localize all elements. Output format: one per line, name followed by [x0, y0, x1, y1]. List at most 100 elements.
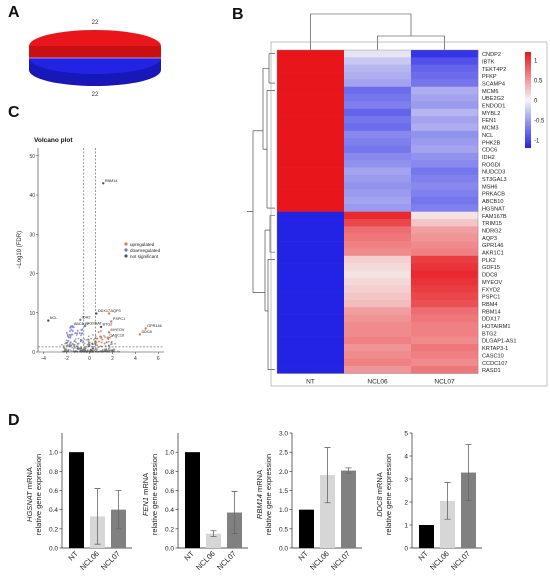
bar-chart-1-errorbar-2: [231, 491, 238, 535]
heatmap-cell-15-2: [411, 160, 479, 168]
heatmap-cell-1-0: [277, 57, 345, 65]
heatmap-row-label-39: DLGAP1-AS1: [482, 339, 517, 345]
bar-chart-0-category-1: NCL06: [78, 549, 101, 572]
volcano-labeled-point-1: [47, 319, 50, 322]
volcano-point-down: [67, 336, 70, 339]
volcano-point: [111, 350, 114, 353]
heatmap-cell-37-2: [411, 321, 479, 330]
volcano-point-label-4: DDX17: [98, 309, 110, 313]
volcano-point: [105, 348, 108, 351]
volcano-point: [93, 349, 96, 351]
heatmap-cell-26-2: [411, 241, 479, 249]
heatmap-row-label-16: NUDCD3: [482, 170, 505, 176]
heatmap-cell-14-0: [277, 152, 345, 161]
heatmap-cell-28-2: [411, 255, 479, 264]
volcano-point: [65, 339, 68, 342]
volcano-legend-marker-1: [124, 248, 128, 252]
bar-chart-0-ylabel-rest: mRNA: [25, 467, 34, 491]
heatmap-row-label-14: IDH2: [482, 155, 495, 161]
heatmap-cell-2-2: [411, 64, 479, 73]
bar-chart-2-ytick-label-0: 0.0: [279, 546, 288, 553]
bar-chart-3-ytick-label-4: 4: [404, 454, 408, 461]
bar-chart-3-errorbar-2: [465, 444, 472, 502]
heatmap-row-label-40: KRTAP3-1: [482, 346, 508, 352]
heatmap-cell-33-1: [344, 292, 412, 301]
panel-letter-c: C: [8, 104, 20, 121]
heatmap-row-label-41: CASC10: [482, 353, 504, 359]
bar-chart-0-ytick-label-3: 0.6: [49, 488, 58, 495]
volcano-point-label-6: IDH2: [82, 315, 91, 319]
heatmap-row-label-36: DDX17: [482, 317, 500, 323]
volcano-point-down: [78, 331, 81, 334]
volcano-point: [91, 342, 94, 345]
heatmap-row-label-27: AKR1C1: [482, 251, 504, 257]
volcano-point: [104, 345, 107, 347]
bar-chart-0-ylabel2: relative gene expression: [34, 454, 43, 535]
heatmap-row-label-2: TEKT4P2: [482, 67, 506, 73]
volcano-point-label-3: DDC8: [141, 330, 151, 334]
volcano-labeled-point-11: [107, 331, 111, 334]
heatmap-cell-26-1: [344, 241, 412, 249]
volcano-point: [97, 346, 100, 348]
heatmap-cell-3-1: [344, 72, 412, 80]
volcano-point-down: [77, 342, 80, 345]
volcano-point: [79, 334, 82, 337]
volcano-point: [111, 335, 114, 337]
heatmap-cell-25-1: [344, 233, 412, 242]
volcano-point: [96, 347, 98, 350]
col-dendrogram-outer: [310, 13, 412, 50]
bar-chart-2-ytick-label-2: 1.0: [279, 507, 288, 514]
bar-chart-2-ytick-label-6: 3.0: [279, 431, 288, 438]
bar-chart-1-bar-0: [185, 452, 200, 548]
volcano-point: [83, 342, 86, 345]
volcano-labeled-point-7: [110, 320, 113, 323]
volcano-legend-label-2: not significant: [130, 254, 159, 259]
heatmap-row-label-19: PRKACB: [482, 192, 505, 198]
bar-chart-1-ytick-label-2: 0.4: [165, 507, 174, 514]
heatmap-cell-4-2: [411, 79, 479, 88]
volcano-point: [93, 340, 96, 343]
volcano-point: [103, 348, 106, 351]
volcano-point: [108, 350, 111, 353]
heatmap-cell-22-1: [344, 211, 412, 220]
volcano-point: [74, 346, 76, 349]
volcano-point-label-9: HGSNAT: [86, 322, 102, 326]
heatmap-cell-32-0: [277, 285, 345, 293]
volcano-point: [90, 350, 93, 353]
heatmap-cell-18-1: [344, 182, 412, 190]
volcano-title: Volcano plot: [34, 137, 73, 144]
heatmap-row-label-8: MYBL2: [482, 111, 500, 117]
pie-slice-up-side: [29, 46, 161, 58]
heatmap-cell-36-1: [344, 314, 412, 323]
bar-chart-0-ytick-label-2: 0.4: [49, 507, 58, 514]
bar-chart-2-bar-2: [341, 470, 356, 548]
volcano-point-down: [80, 332, 83, 335]
heatmap-row-label-20: ABCB10: [482, 199, 503, 205]
heatmap-cell-28-0: [277, 255, 345, 264]
heatmap-cell-35-1: [344, 307, 412, 315]
heatmap-cell-16-2: [411, 167, 479, 176]
bar-chart-1-ylabel-gene: FEN1: [141, 497, 150, 516]
bar-chart-2-errorbar-2: [345, 467, 352, 474]
heatmap-row-label-33: PSPC1: [482, 295, 500, 301]
heatmap-cell-43-1: [344, 366, 412, 374]
heatmap-cell-12-2: [411, 138, 479, 146]
heatmap-cell-2-0: [277, 64, 345, 73]
volcano-point-up: [100, 341, 103, 344]
heatmap-cell-13-2: [411, 145, 479, 154]
volcano-point: [89, 349, 92, 351]
heatmap-border: [276, 49, 479, 374]
volcano-point: [112, 348, 115, 351]
heatmap-cell-27-1: [344, 248, 412, 257]
volcano-point-down: [70, 328, 73, 331]
heatmap-legend-tick-4: -1: [534, 139, 540, 145]
heatmap-cell-32-1: [344, 285, 412, 293]
heatmap-cell-0-2: [411, 50, 479, 58]
volcano-point-label-5: AQP3: [111, 309, 121, 313]
bar-chart-0-bar-0: [69, 452, 84, 548]
bar-chart-1-ytick-label-0: 0.0: [165, 546, 174, 553]
bar-chart-0-ytick-label-1: 0.2: [49, 526, 58, 533]
volcano-legend-label-1: downregulated: [130, 248, 161, 253]
row-dendrogram-top: [253, 53, 275, 209]
